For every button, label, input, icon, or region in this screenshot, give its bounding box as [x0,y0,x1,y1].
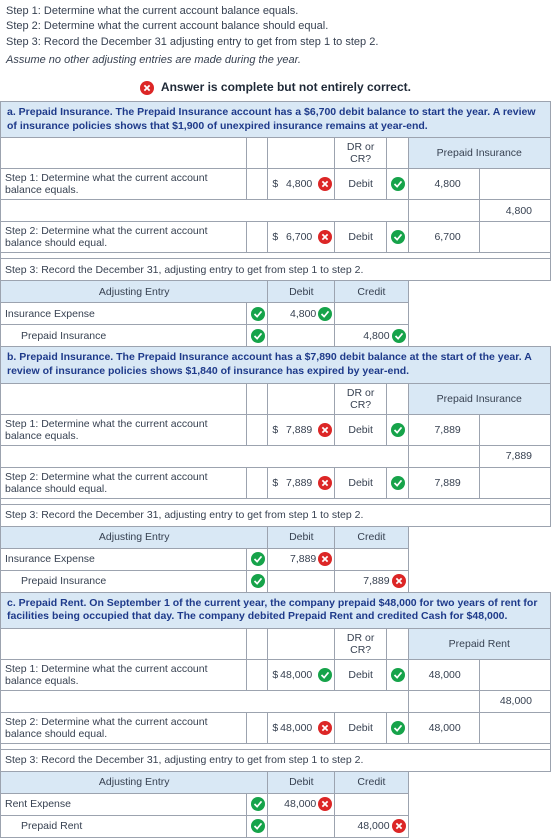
instr-assume: Assume no other adjusting entries are ma… [0,52,551,74]
main-table: a. Prepaid Insurance. The Prepaid Insura… [0,101,551,838]
c-step2-drcr[interactable]: Debit [335,712,387,743]
adj-entry-header: Adjusting Entry [1,281,268,303]
debit-header-b: Debit [268,526,335,548]
check-icon [251,574,265,588]
c-step3-label: Step 3: Record the December 31, adjustin… [1,749,551,771]
b-je2-credit[interactable]: 7,889 [335,570,408,592]
b-step1-amount[interactable]: $7,889 [268,414,335,445]
a-je1-debit[interactable]: 4,800 [268,303,335,325]
a-step2-amount[interactable]: $6,700 [268,222,335,253]
b-step2-drcr[interactable]: Debit [335,467,387,498]
b-p1: 7,889 [408,414,479,445]
check-icon [251,307,265,321]
check-icon [391,230,405,244]
b-step2-amount[interactable]: $7,889 [268,467,335,498]
a-p1: 4,800 [408,169,479,200]
b-step1-label: Step 1: Determine what the current accou… [1,414,247,445]
check-icon [391,721,405,735]
c-step2-label: Step 2: Determine what the current accou… [1,712,247,743]
cross-icon [318,230,332,244]
cross-icon [318,423,332,437]
c-je2-credit[interactable]: 48,000 [335,815,408,837]
account-header-c: Prepaid Rent [408,628,550,659]
cross-icon [318,552,332,566]
c-p2b: 48,000 [408,712,479,743]
cross-icon [318,721,332,735]
check-icon [391,476,405,490]
c-p2: 48,000 [479,690,550,712]
c-step1-label: Step 1: Determine what the current accou… [1,659,247,690]
account-header-b: Prepaid Insurance [408,383,550,414]
credit-header-c: Credit [335,771,408,793]
a-step2-label: Step 2: Determine what the current accou… [1,222,247,253]
b-p2b: 7,889 [408,467,479,498]
a-je1-acct[interactable]: Insurance Expense [1,303,247,325]
c-je1-acct[interactable]: Rent Expense [1,793,247,815]
drcr-header-b: DR or CR? [335,383,387,414]
adj-entry-header-c: Adjusting Entry [1,771,268,793]
b-step1-drcr[interactable]: Debit [335,414,387,445]
a-je2-acct[interactable]: Prepaid Insurance [1,325,247,347]
cross-icon [392,574,406,588]
c-step1-drcr[interactable]: Debit [335,659,387,690]
cross-icon [318,797,332,811]
c-step2-amount[interactable]: $48,000 [268,712,335,743]
result-banner: Answer is complete but not entirely corr… [0,74,551,101]
a-step3-label: Step 3: Record the December 31, adjustin… [1,259,551,281]
cross-icon [318,177,332,191]
section-a-head: a. Prepaid Insurance. The Prepaid Insura… [1,102,551,138]
check-icon [391,423,405,437]
check-icon [391,177,405,191]
debit-header: Debit [268,281,335,303]
c-je1-debit[interactable]: 48,000 [268,793,335,815]
drcr-header: DR or CR? [335,138,387,169]
debit-header-c: Debit [268,771,335,793]
check-icon [251,329,265,343]
section-c-head: c. Prepaid Rent. On September 1 of the c… [1,592,551,628]
cross-icon [140,81,154,95]
check-icon [251,819,265,833]
a-step1-amount[interactable]: $4,800 [268,169,335,200]
b-step2-label: Step 2: Determine what the current accou… [1,467,247,498]
a-je2-credit[interactable]: 4,800 [335,325,408,347]
c-p1: 48,000 [408,659,479,690]
check-icon [392,329,406,343]
b-step3-label: Step 3: Record the December 31, adjustin… [1,504,551,526]
a-step2-drcr[interactable]: Debit [335,222,387,253]
b-je2-acct[interactable]: Prepaid Insurance [1,570,247,592]
b-je1-acct[interactable]: Insurance Expense [1,548,247,570]
cross-icon [392,819,406,833]
adj-entry-header-b: Adjusting Entry [1,526,268,548]
a-step1-drcr[interactable]: Debit [335,169,387,200]
instr-step2: Step 2: Determine what the current accou… [6,19,545,34]
b-je1-debit[interactable]: 7,889 [268,548,335,570]
instr-step3: Step 3: Record the December 31 adjusting… [6,35,545,50]
account-header-a: Prepaid Insurance [408,138,550,169]
check-icon [318,307,332,321]
c-je2-acct[interactable]: Prepaid Rent [1,815,247,837]
check-icon [391,668,405,682]
drcr-header-c: DR or CR? [335,628,387,659]
c-step1-amount[interactable]: $48,000 [268,659,335,690]
cross-icon [318,476,332,490]
a-p2: 4,800 [479,200,550,222]
section-b-head: b. Prepaid Insurance. The Prepaid Insura… [1,347,551,383]
b-p2: 7,889 [479,445,550,467]
check-icon [318,668,332,682]
check-icon [251,797,265,811]
credit-header: Credit [335,281,408,303]
instr-step1: Step 1: Determine what the current accou… [6,4,545,19]
check-icon [251,552,265,566]
a-p2b: 6,700 [408,222,479,253]
credit-header-b: Credit [335,526,408,548]
a-step1-label: Step 1: Determine what the current accou… [1,169,247,200]
